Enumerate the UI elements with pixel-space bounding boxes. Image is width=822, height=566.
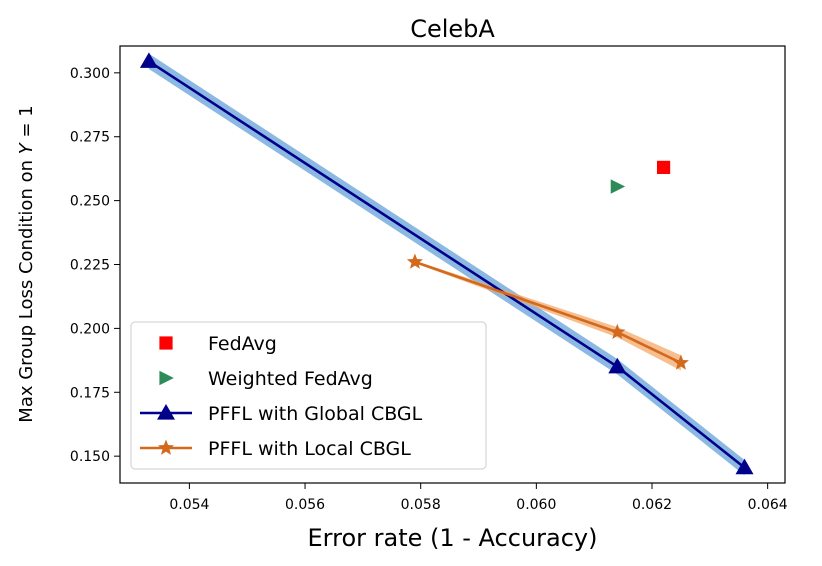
legend-label: PFFL with Global CBGL — [208, 403, 423, 425]
y-tick-label: 0.225 — [70, 258, 110, 274]
pffl-with-local-cbgl-point — [406, 253, 423, 269]
y-tick-label: 0.300 — [70, 66, 110, 82]
y-axis-label-suffix: = 1 — [16, 105, 37, 143]
pffl-with-local-cbgl-point — [609, 323, 626, 340]
y-tick-label: 0.150 — [70, 449, 110, 465]
y-tick-label: 0.275 — [70, 130, 110, 146]
x-tick-label: 0.056 — [285, 497, 325, 513]
legend-marker — [159, 370, 174, 386]
y-tick-label: 0.175 — [70, 385, 110, 401]
pffl-with-local-cbgl-point — [672, 354, 689, 370]
y-axis-label-prefix: Max Group Loss Condition on — [16, 154, 37, 422]
legend-item-fedavg: FedAvg — [159, 333, 277, 355]
weighted-fedavg-point — [610, 179, 626, 194]
pffl-with-global-cbgl-point — [608, 357, 627, 374]
legend-label: FedAvg — [208, 333, 277, 355]
pffl-with-global-cbgl-point — [735, 458, 754, 475]
y-tick-label: 0.200 — [70, 321, 110, 337]
y-axis-label-var: Y — [16, 141, 37, 154]
y-axis-label: Max Group Loss Condition on Y = 1 — [16, 105, 37, 422]
x-axis-label: Error rate (1 - Accuracy) — [308, 524, 598, 552]
legend-item-pffl-with-global-cbgl: PFFL with Global CBGL — [140, 403, 423, 425]
legend-box — [130, 321, 487, 470]
legend-item-weighted-fedavg: Weighted FedAvg — [159, 368, 373, 390]
x-tick-label: 0.054 — [169, 497, 209, 513]
x-tick-label: 0.060 — [516, 497, 556, 513]
legend-label: PFFL with Local CBGL — [208, 438, 411, 460]
legend-marker — [157, 404, 175, 420]
markers-layer — [139, 52, 754, 475]
legend-item-pffl-with-local-cbgl: PFFL with Local CBGL — [140, 438, 411, 460]
y-tick-label: 0.250 — [70, 194, 110, 210]
x-tick-label: 0.058 — [401, 497, 441, 513]
pffl-with-global-cbgl-point — [139, 52, 158, 68]
fedavg-point — [656, 160, 671, 174]
x-tick-label: 0.062 — [632, 497, 672, 513]
legend-label: Weighted FedAvg — [208, 368, 373, 390]
chart-title: CelebA — [410, 15, 495, 43]
legend: FedAvg Weighted FedAvg PFFL with Global CB… — [130, 321, 487, 470]
x-tick-label: 0.064 — [748, 497, 788, 513]
legend-marker — [159, 336, 173, 350]
y-axis: 0.150 0.175 0.200 0.225 0.250 0.275 0.300 — [70, 66, 120, 465]
x-axis: 0.054 0.056 0.058 0.060 0.062 0.064 — [169, 483, 788, 513]
legend-marker — [157, 439, 175, 455]
